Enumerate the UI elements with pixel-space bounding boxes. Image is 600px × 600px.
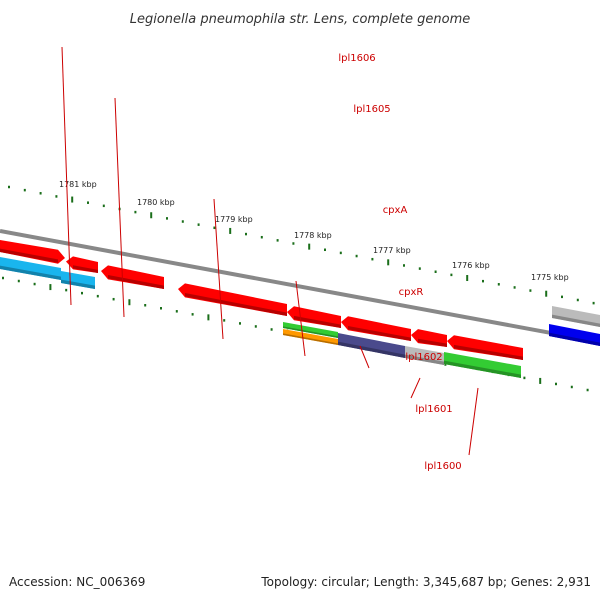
summary-label: Topology: circular; Length: 3,345,687 bp… [260, 575, 591, 589]
accession-label: Accession: NC_006369 [9, 575, 145, 589]
position-labels: 1781 kbp 1780 kbp 1779 kbp 1778 kbp 1777 kbp… [59, 180, 569, 282]
gene-name: lpl1602 [405, 352, 442, 363]
gene-lpl1600[interactable] [447, 335, 523, 360]
gene-label-cpxR[interactable]: cpxR [295, 280, 424, 357]
feature-cyan[interactable] [61, 271, 95, 289]
feature-blue[interactable] [549, 324, 600, 346]
leader-line [114, 97, 125, 318]
gene-label-lpl1606[interactable]: lpl1606 [61, 46, 376, 306]
gene-name: lpl1601 [415, 404, 452, 415]
leader-line [213, 198, 224, 340]
position-label: 1780 kbp [137, 198, 175, 207]
feature-gray[interactable] [405, 346, 444, 365]
feature-cyan[interactable] [0, 257, 61, 280]
gene-name: lpl1600 [424, 461, 461, 472]
gene-cpxA[interactable] [178, 283, 287, 316]
gene-cpxR[interactable] [287, 306, 341, 328]
gene-lpl1606[interactable] [0, 240, 65, 264]
gene-features [0, 240, 600, 378]
position-label: 1775 kbp [531, 273, 569, 282]
gene-lpl1601[interactable] [411, 329, 447, 347]
gene-name: cpxA [383, 205, 408, 216]
feature-orange[interactable] [283, 329, 338, 345]
gene-lpl1605[interactable] [101, 265, 164, 289]
gene-lpl1602[interactable] [341, 316, 411, 341]
position-label: 1781 kbp [59, 180, 97, 189]
feature-gray[interactable] [552, 306, 600, 327]
gene-labels: lpl1606 lpl1605 cpxA cpxR lpl1602 lpl1601 lpl1… [61, 46, 479, 472]
map-title: Legionella pneumophila str. Lens, comple… [130, 12, 471, 27]
gene-label-lpl1600[interactable]: lpl1600 [424, 387, 479, 472]
gene-lpl1605-upper[interactable] [66, 256, 98, 273]
gene-label-lpl1602[interactable]: lpl1602 [359, 345, 443, 369]
leader-line [468, 387, 479, 456]
leader-line [295, 280, 306, 357]
feature-green[interactable] [444, 352, 521, 378]
leader-line [61, 46, 72, 306]
leader-line [359, 345, 370, 369]
gene-name: lpl1605 [353, 104, 390, 115]
position-label: 1778 kbp [294, 231, 332, 240]
feature-green[interactable] [283, 322, 338, 338]
position-label: 1777 kbp [373, 246, 411, 255]
tick-row-outer [8, 185, 595, 305]
genome-backbone [0, 229, 600, 344]
gene-label-lpl1605[interactable]: lpl1605 [114, 97, 391, 318]
leader-line [410, 377, 421, 399]
gene-label-lpl1601[interactable]: lpl1601 [410, 377, 453, 415]
gene-label-cpxA[interactable]: cpxA [213, 198, 408, 340]
feature-navy[interactable] [338, 333, 405, 358]
gene-name: cpxR [399, 287, 424, 298]
position-label: 1776 kbp [452, 261, 490, 270]
position-label: 1779 kbp [215, 215, 253, 224]
gene-name: lpl1606 [338, 53, 375, 64]
